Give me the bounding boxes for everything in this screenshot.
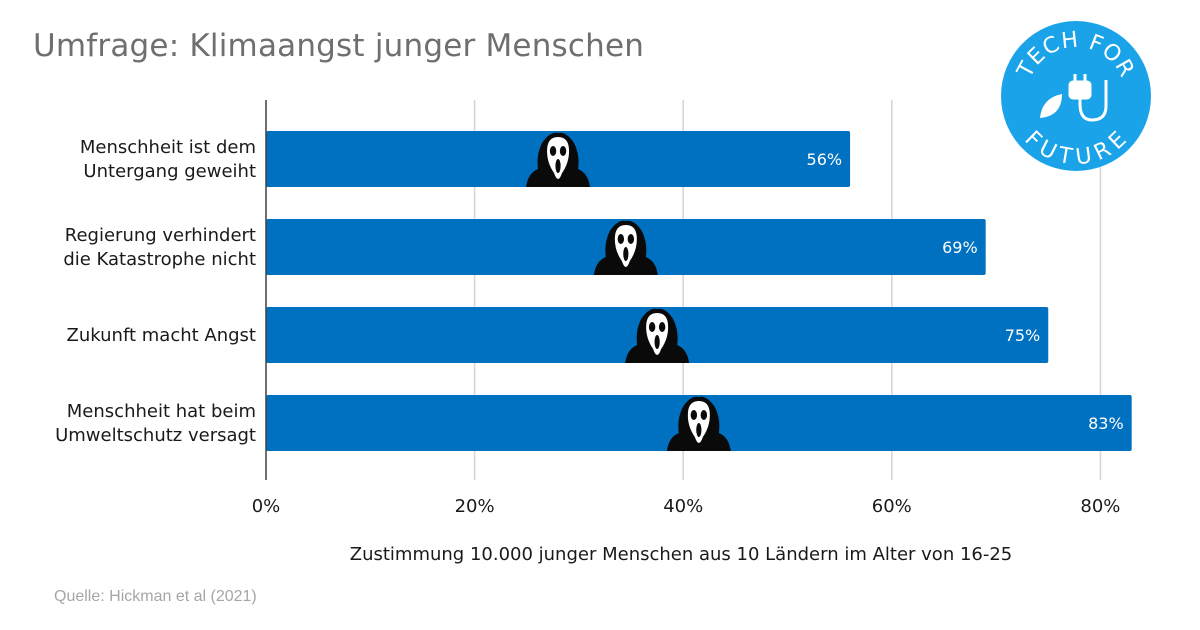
bar-value-label: 56% — [807, 150, 843, 169]
leaf-icon — [1040, 94, 1062, 118]
category-label: die Katastrophe nicht — [63, 249, 256, 270]
x-tick-label: 40% — [663, 496, 703, 517]
ghostface-icon — [625, 308, 690, 363]
x-tick-label: 0% — [252, 496, 281, 517]
bar-value-label: 83% — [1088, 414, 1124, 433]
bar-value-label: 75% — [1005, 326, 1041, 345]
chart-title: Umfrage: Klimaangst junger Menschen — [33, 28, 645, 64]
ghostface-icon — [526, 132, 591, 187]
category-label: Umweltschutz versagt — [55, 425, 256, 446]
category-label: Menschheit hat beim — [67, 401, 256, 422]
category-label: Untergang geweiht — [83, 161, 256, 182]
ghostface-icon — [666, 396, 731, 451]
tech-for-future-logo: TECH FOR FUTURE — [1001, 21, 1151, 171]
x-tick-label: 60% — [872, 496, 912, 517]
x-tick-label: 80% — [1080, 496, 1120, 517]
plug-icon — [1068, 74, 1108, 122]
x-axis-title: Zustimmung 10.000 junger Menschen aus 10… — [350, 544, 1013, 565]
ghostface-icon — [593, 220, 658, 275]
source-note: Quelle: Hickman et al (2021) — [54, 588, 257, 605]
category-label: Regierung verhindert — [65, 225, 256, 246]
category-label: Zukunft macht Angst — [67, 325, 256, 346]
x-tick-label: 20% — [455, 496, 495, 517]
bar-value-label: 69% — [942, 238, 978, 257]
category-label: Menschheit ist dem — [80, 137, 256, 158]
